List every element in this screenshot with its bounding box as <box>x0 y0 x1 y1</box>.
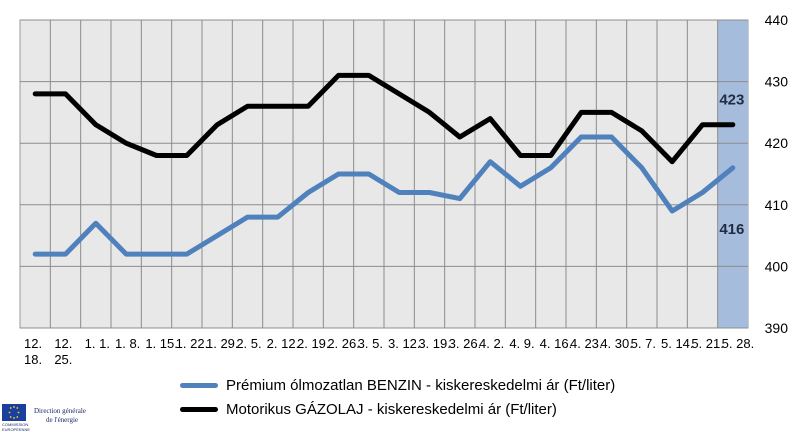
legend-item-benzin: Prémium ólmozatlan BENZIN - kiskereskede… <box>180 373 615 397</box>
y-tick-label: 410 <box>765 197 789 213</box>
x-tick-label: 4. 30. <box>600 336 633 351</box>
y-tick-label: 420 <box>765 135 789 151</box>
eu-flag-icon <box>2 404 26 421</box>
logo-line-1: Direction générale <box>34 407 86 415</box>
x-tick-label: 5. 28. <box>722 336 755 351</box>
x-tick-label: 1. 29. <box>206 336 239 351</box>
x-tick-label: 4. 23. <box>570 336 603 351</box>
x-tick-label: 1. 8. <box>115 336 140 351</box>
x-tick-label: 2. 5. <box>236 336 261 351</box>
x-tick-label: 4. 9. <box>509 336 534 351</box>
x-tick-label: 2. 19. <box>297 336 330 351</box>
legend-label-gazolaj: Motorikus GÁZOLAJ - kiskereskedelmi ár (… <box>226 400 557 418</box>
legend-item-gazolaj: Motorikus GÁZOLAJ - kiskereskedelmi ár (… <box>180 397 615 421</box>
logo-line-2: de l'énergie <box>46 416 79 424</box>
x-tick-label: 1. 1. <box>85 336 110 351</box>
x-tick-label: 4. 16. <box>540 336 573 351</box>
logo: Direction générale de l'énergie COMMISSI… <box>2 404 100 432</box>
legend-swatch-benzin <box>180 382 218 388</box>
x-tick-label: 12. <box>54 336 72 351</box>
x-tick-label: 2. 26. <box>327 336 360 351</box>
x-tick-label: 25. <box>54 352 72 367</box>
x-tick-label: 18. <box>24 352 42 367</box>
y-tick-label: 400 <box>765 258 789 274</box>
y-tick-label: 390 <box>765 320 789 336</box>
data-label-benzin: 416 <box>719 221 744 238</box>
x-tick-label: 3. 12. <box>388 336 421 351</box>
x-tick-label: 1. 15. <box>145 336 178 351</box>
logo-small-1: COMMISSION <box>2 422 29 427</box>
series-line-1 <box>32 72 736 165</box>
legend-label-benzin: Prémium ólmozatlan BENZIN - kiskereskede… <box>226 376 616 394</box>
series-line-0 <box>32 134 736 257</box>
x-tick-label: 1. 22. <box>176 336 209 351</box>
x-tick-label: 12. <box>24 336 42 351</box>
logo-text: Direction générale de l'énergie <box>34 407 86 425</box>
x-tick-label: 4. 2. <box>479 336 504 351</box>
logo-commission: COMMISSION EUROPÉENNE <box>2 422 30 432</box>
x-tick-label: 3. 19. <box>418 336 451 351</box>
x-tick-label: 5. 14. <box>661 336 694 351</box>
legend: Prémium ólmozatlan BENZIN - kiskereskede… <box>180 373 615 421</box>
x-tick-label: 5. 21. <box>691 336 724 351</box>
data-label-gazolaj: 423 <box>719 92 744 109</box>
logo-small-2: EUROPÉENNE <box>2 427 31 432</box>
y-tick-label: 440 <box>765 12 789 28</box>
x-tick-label: 2. 12. <box>267 336 300 351</box>
x-tick-label: 5. 7. <box>631 336 656 351</box>
x-tick-label: 3. 5. <box>358 336 383 351</box>
y-tick-label: 430 <box>765 74 789 90</box>
legend-swatch-gazolaj <box>180 406 218 412</box>
x-tick-label: 3. 26. <box>449 336 482 351</box>
